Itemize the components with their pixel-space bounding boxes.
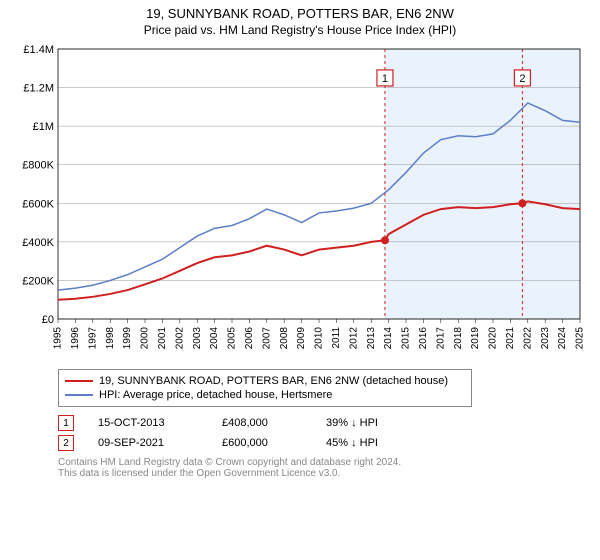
sale-row: 2 09-SEP-2021 £600,000 45% ↓ HPI [58,433,590,453]
chart-title: 19, SUNNYBANK ROAD, POTTERS BAR, EN6 2NW [10,6,590,21]
svg-text:£200K: £200K [22,275,54,287]
svg-text:2000: 2000 [140,327,151,350]
svg-text:£1M: £1M [33,121,54,133]
chart-subtitle: Price paid vs. HM Land Registry's House … [10,23,590,37]
line-chart: £0 £200K £400K £600K £800K £1M £1.2M £1.4M 1995 1… [10,43,590,363]
svg-text:2018: 2018 [453,327,464,350]
svg-text:1997: 1997 [87,327,98,350]
svg-text:2012: 2012 [348,327,359,350]
svg-text:2003: 2003 [192,327,203,350]
legend-label: 19, SUNNYBANK ROAD, POTTERS BAR, EN6 2NW… [99,375,448,387]
svg-text:2: 2 [519,73,525,85]
svg-text:£1.2M: £1.2M [23,83,54,95]
sale-delta: 39% ↓ HPI [326,417,416,429]
svg-text:2014: 2014 [383,327,394,350]
svg-text:2022: 2022 [522,327,533,350]
svg-text:2017: 2017 [435,327,446,350]
footnote-line: Contains HM Land Registry data © Crown c… [58,457,590,468]
svg-text:2023: 2023 [540,327,551,350]
sales-table: 1 15-OCT-2013 £408,000 39% ↓ HPI 2 09-SEP-202… [58,413,590,453]
sale-price: £600,000 [222,437,302,449]
svg-text:1996: 1996 [70,327,81,350]
svg-text:£800K: £800K [22,160,54,172]
chart-area: £0 £200K £400K £600K £800K £1M £1.2M £1.4M 1995 1… [10,43,590,363]
legend-row: HPI: Average price, detached house, Hert… [65,388,465,402]
footnote: Contains HM Land Registry data © Crown c… [58,457,590,479]
sale-marker: 1 [58,415,74,431]
sale-delta: 45% ↓ HPI [326,437,416,449]
svg-text:2020: 2020 [488,327,499,350]
svg-text:1998: 1998 [105,327,116,350]
legend-label: HPI: Average price, detached house, Hert… [99,389,332,401]
svg-text:2015: 2015 [401,327,412,350]
svg-text:2011: 2011 [331,327,342,349]
svg-text:2007: 2007 [261,327,272,350]
svg-text:2021: 2021 [505,327,516,350]
svg-text:1995: 1995 [53,327,64,350]
svg-text:£400K: £400K [22,237,54,249]
legend: 19, SUNNYBANK ROAD, POTTERS BAR, EN6 2NW… [58,369,472,407]
svg-text:2016: 2016 [418,327,429,350]
svg-text:2004: 2004 [209,327,220,350]
legend-swatch [65,380,93,382]
svg-text:1: 1 [382,73,388,85]
sale-date: 15-OCT-2013 [98,417,198,429]
svg-text:2005: 2005 [227,327,238,350]
sale-marker: 2 [58,435,74,451]
svg-text:£1.4M: £1.4M [23,44,54,56]
container: 19, SUNNYBANK ROAD, POTTERS BAR, EN6 2NW… [0,0,600,485]
svg-text:2010: 2010 [314,327,325,350]
svg-text:2006: 2006 [244,327,255,350]
svg-text:2009: 2009 [296,327,307,350]
svg-text:2013: 2013 [366,327,377,350]
svg-text:2001: 2001 [157,327,168,350]
legend-row: 19, SUNNYBANK ROAD, POTTERS BAR, EN6 2NW… [65,374,465,388]
svg-text:2019: 2019 [470,327,481,350]
svg-text:2008: 2008 [279,327,290,350]
sale-price: £408,000 [222,417,302,429]
svg-text:1999: 1999 [122,327,133,350]
svg-text:£0: £0 [42,314,54,326]
footnote-line: This data is licensed under the Open Gov… [58,468,590,479]
svg-text:£600K: £600K [22,198,54,210]
sale-row: 1 15-OCT-2013 £408,000 39% ↓ HPI [58,413,590,433]
sale-date: 09-SEP-2021 [98,437,198,449]
svg-text:2002: 2002 [174,327,185,350]
legend-swatch [65,394,93,396]
svg-text:2025: 2025 [575,327,586,350]
svg-text:2024: 2024 [557,327,568,350]
